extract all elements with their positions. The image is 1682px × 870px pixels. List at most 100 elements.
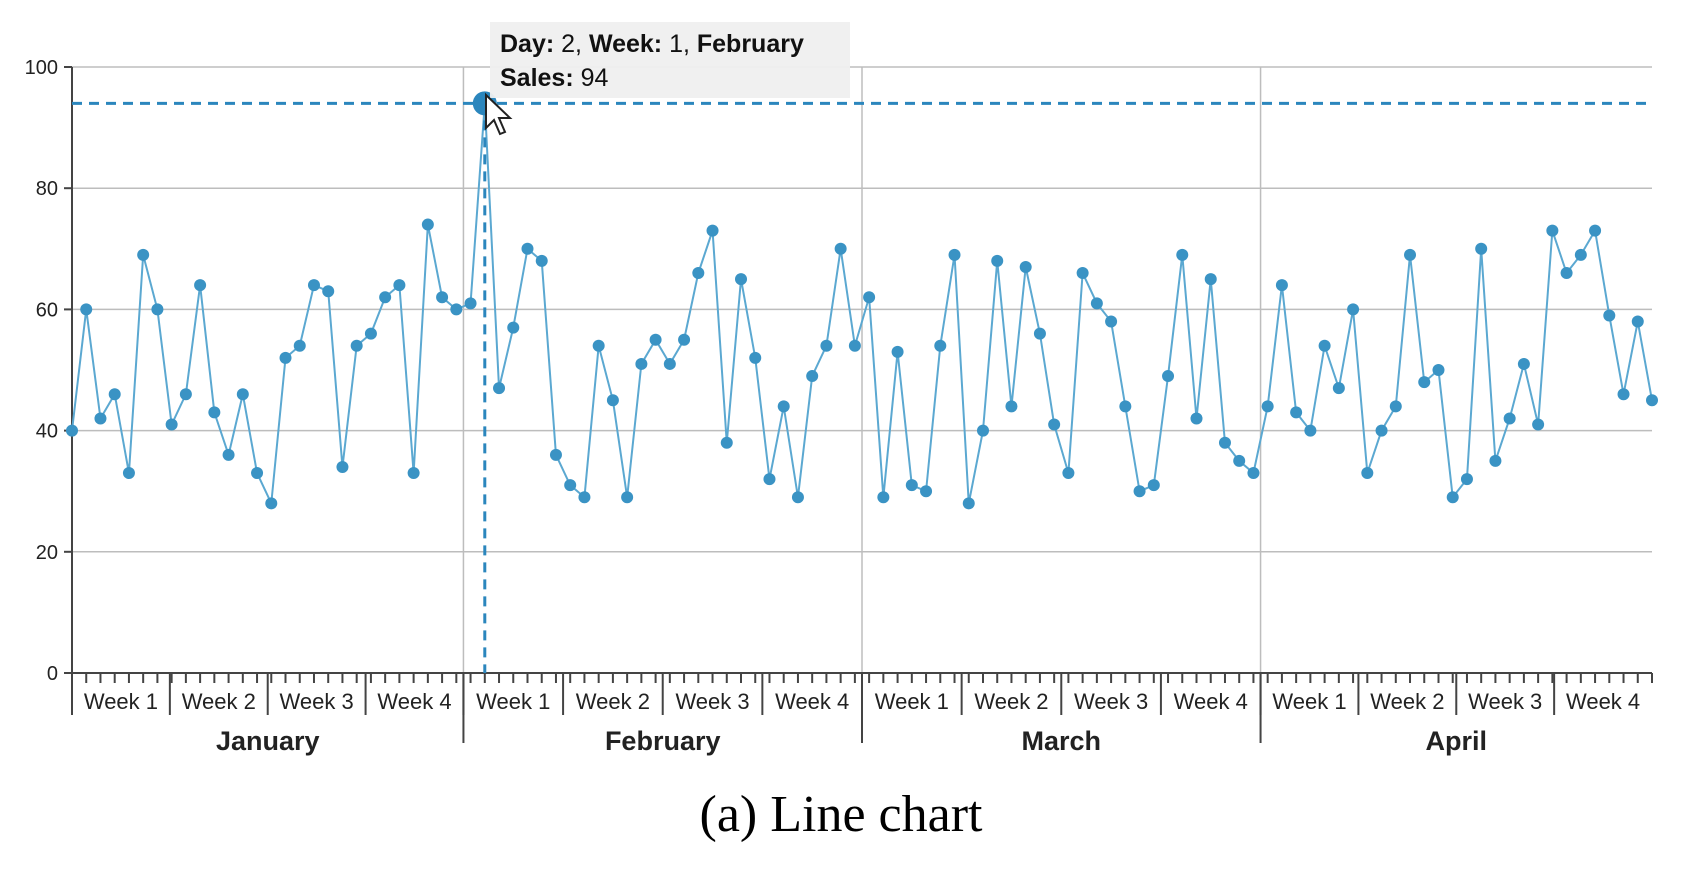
- data-point[interactable]: [777, 400, 790, 413]
- data-point[interactable]: [265, 497, 278, 510]
- data-point[interactable]: [1119, 400, 1132, 413]
- data-point[interactable]: [350, 339, 363, 352]
- data-point[interactable]: [1418, 376, 1431, 389]
- data-point[interactable]: [1190, 412, 1203, 425]
- data-point[interactable]: [151, 303, 164, 316]
- data-point[interactable]: [80, 303, 93, 316]
- data-point[interactable]: [1005, 400, 1018, 413]
- data-point[interactable]: [1176, 248, 1189, 261]
- data-point[interactable]: [1304, 424, 1317, 437]
- data-point[interactable]: [1361, 467, 1374, 480]
- data-point[interactable]: [307, 279, 320, 292]
- data-point[interactable]: [863, 291, 876, 304]
- data-point[interactable]: [891, 345, 904, 358]
- data-point[interactable]: [165, 418, 178, 431]
- data-point[interactable]: [962, 497, 975, 510]
- data-point[interactable]: [251, 467, 264, 480]
- data-point[interactable]: [1546, 224, 1559, 237]
- data-point[interactable]: [1617, 388, 1630, 401]
- data-point[interactable]: [1133, 485, 1146, 498]
- data-point[interactable]: [635, 357, 648, 370]
- data-point[interactable]: [1574, 248, 1587, 261]
- data-point[interactable]: [1560, 267, 1573, 280]
- data-point[interactable]: [934, 339, 947, 352]
- data-point[interactable]: [507, 321, 520, 334]
- sales-data-points[interactable]: [66, 218, 1658, 510]
- data-point[interactable]: [236, 388, 249, 401]
- data-point[interactable]: [720, 436, 733, 449]
- data-point[interactable]: [1631, 315, 1644, 328]
- data-point[interactable]: [279, 351, 292, 364]
- data-point[interactable]: [293, 339, 306, 352]
- data-point[interactable]: [450, 303, 463, 316]
- data-point[interactable]: [1489, 454, 1502, 467]
- data-point[interactable]: [1090, 297, 1103, 310]
- data-point[interactable]: [806, 370, 819, 383]
- data-point[interactable]: [1404, 248, 1417, 261]
- data-point[interactable]: [1347, 303, 1360, 316]
- data-point[interactable]: [877, 491, 890, 504]
- data-point[interactable]: [834, 242, 847, 255]
- data-point[interactable]: [749, 351, 762, 364]
- data-point[interactable]: [393, 279, 406, 292]
- data-point[interactable]: [1275, 279, 1288, 292]
- data-point[interactable]: [1446, 491, 1459, 504]
- data-point[interactable]: [1375, 424, 1388, 437]
- data-point[interactable]: [1048, 418, 1061, 431]
- data-point[interactable]: [493, 382, 506, 395]
- data-point[interactable]: [108, 388, 121, 401]
- data-point[interactable]: [1460, 473, 1473, 486]
- data-point[interactable]: [222, 448, 235, 461]
- data-point[interactable]: [1162, 370, 1175, 383]
- data-point[interactable]: [621, 491, 634, 504]
- data-point[interactable]: [94, 412, 107, 425]
- data-point[interactable]: [976, 424, 989, 437]
- data-point[interactable]: [1332, 382, 1345, 395]
- data-point[interactable]: [1076, 267, 1089, 280]
- data-point[interactable]: [1147, 479, 1160, 492]
- data-point[interactable]: [336, 460, 349, 473]
- data-point[interactable]: [521, 242, 534, 255]
- data-point[interactable]: [1432, 364, 1445, 376]
- data-point[interactable]: [1503, 412, 1516, 425]
- data-point[interactable]: [1204, 273, 1217, 286]
- data-point[interactable]: [706, 224, 719, 237]
- data-point[interactable]: [1389, 400, 1402, 413]
- data-point[interactable]: [179, 388, 192, 401]
- data-point[interactable]: [606, 394, 619, 407]
- data-point[interactable]: [735, 273, 748, 286]
- data-point[interactable]: [1318, 339, 1331, 352]
- data-point[interactable]: [564, 479, 577, 492]
- data-point[interactable]: [1517, 357, 1530, 370]
- data-point[interactable]: [364, 327, 377, 340]
- data-point[interactable]: [1646, 394, 1658, 407]
- data-point[interactable]: [592, 339, 605, 352]
- data-point[interactable]: [820, 339, 833, 352]
- data-point[interactable]: [649, 333, 662, 346]
- data-point[interactable]: [421, 218, 434, 231]
- data-point[interactable]: [379, 291, 392, 304]
- data-point[interactable]: [137, 248, 150, 261]
- data-point[interactable]: [535, 254, 548, 267]
- data-point[interactable]: [322, 285, 335, 298]
- data-point[interactable]: [1290, 406, 1303, 419]
- data-point[interactable]: [436, 291, 449, 304]
- data-point[interactable]: [66, 424, 78, 437]
- data-point[interactable]: [678, 333, 691, 346]
- data-point[interactable]: [948, 248, 961, 261]
- data-point[interactable]: [1261, 400, 1274, 413]
- data-point[interactable]: [1019, 260, 1032, 273]
- data-point[interactable]: [1233, 454, 1246, 467]
- data-point[interactable]: [905, 479, 918, 492]
- data-point[interactable]: [208, 406, 221, 419]
- data-point[interactable]: [1475, 242, 1488, 255]
- data-point[interactable]: [991, 254, 1004, 267]
- data-point[interactable]: [848, 339, 861, 352]
- data-point[interactable]: [578, 491, 591, 504]
- data-point[interactable]: [1218, 436, 1231, 449]
- data-point[interactable]: [763, 473, 776, 486]
- data-point[interactable]: [920, 485, 933, 498]
- data-point[interactable]: [1532, 418, 1545, 431]
- data-point[interactable]: [1062, 467, 1075, 480]
- data-point[interactable]: [663, 357, 676, 370]
